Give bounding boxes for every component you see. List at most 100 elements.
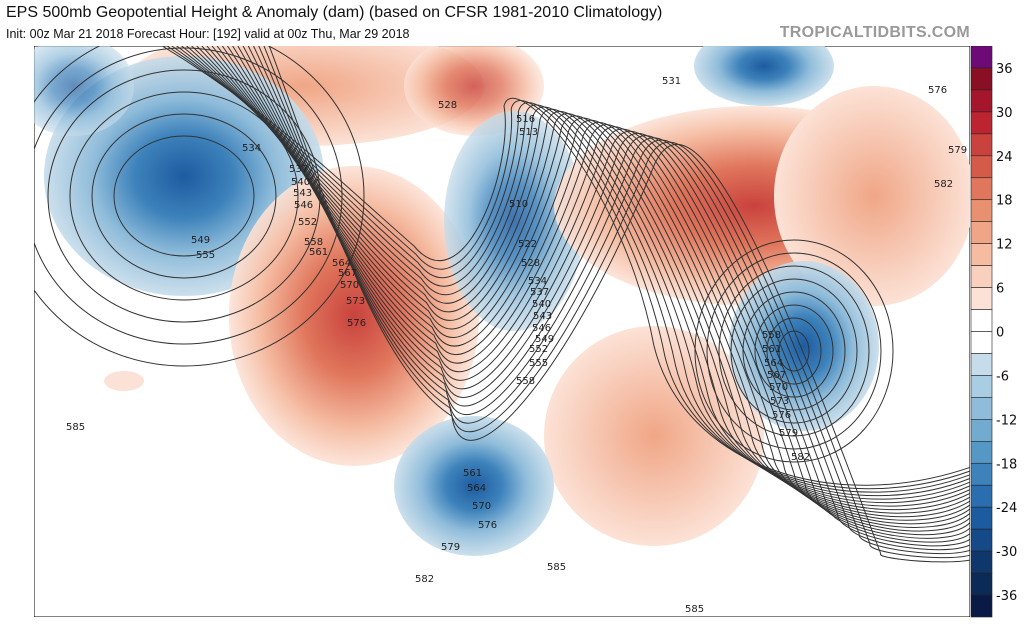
height-contour bbox=[766, 317, 822, 385]
contour-label: 534 bbox=[242, 143, 261, 154]
height-contour bbox=[268, 46, 970, 563]
colorbar-tick-label: -18 bbox=[996, 457, 1017, 472]
height-contour bbox=[237, 46, 970, 539]
contour-label: 585 bbox=[685, 604, 704, 615]
contour-label: 558 bbox=[304, 237, 323, 248]
height-contour bbox=[211, 46, 970, 521]
contour-label: 579 bbox=[779, 428, 798, 439]
height-contour bbox=[242, 46, 970, 543]
colorbar-tick-label: -24 bbox=[996, 501, 1017, 516]
contour-label: 558 bbox=[516, 376, 535, 387]
height-contour bbox=[258, 46, 970, 555]
contour-label: 537 bbox=[530, 287, 549, 298]
map-title: EPS 500mb Geopotential Height & Anomaly … bbox=[6, 4, 663, 21]
colorbar-tick-label: 30 bbox=[996, 106, 1013, 121]
contour-label: 579 bbox=[948, 145, 967, 156]
contour-label: 546 bbox=[294, 200, 313, 211]
contour-label: 564 bbox=[467, 483, 486, 494]
contour-label: 549 bbox=[191, 235, 210, 246]
height-contour bbox=[742, 291, 846, 411]
colorbar-swatch bbox=[970, 89, 993, 113]
colorbar-swatch bbox=[970, 265, 993, 288]
height-contour bbox=[216, 46, 970, 525]
anomaly-shading bbox=[34, 46, 970, 556]
colorbar-swatch bbox=[970, 155, 993, 179]
contour-label: 573 bbox=[346, 296, 365, 307]
contour-label: 585 bbox=[66, 422, 85, 433]
contour-label: 552 bbox=[529, 344, 548, 355]
height-contour bbox=[778, 330, 810, 372]
colorbar-swatch bbox=[970, 309, 993, 332]
contour-label: 567 bbox=[338, 268, 357, 279]
colorbar-swatch bbox=[970, 594, 993, 618]
brand-watermark: TROPICALTIDBITS.COM bbox=[779, 24, 970, 41]
height-contour bbox=[252, 46, 970, 551]
contour-label: 570 bbox=[472, 501, 491, 512]
colorbar-tick-label: 0 bbox=[996, 326, 1004, 341]
contour-label: 561 bbox=[463, 468, 482, 479]
colorbar-swatch bbox=[970, 484, 993, 508]
contour-label: 570 bbox=[340, 280, 359, 291]
colorbar-swatch bbox=[970, 67, 993, 91]
contour-labels: 5345375405435465525585615645675705735765… bbox=[66, 76, 967, 615]
contour-label: 516 bbox=[516, 114, 535, 125]
height-contour bbox=[91, 113, 277, 279]
colorbar-swatch bbox=[970, 353, 993, 376]
height-contour bbox=[232, 46, 970, 536]
colorbar-swatch bbox=[970, 199, 993, 222]
colorbar-tick-label: 36 bbox=[996, 62, 1013, 77]
contour-label: 582 bbox=[934, 179, 953, 190]
height-contour bbox=[113, 135, 255, 257]
colorbar-swatch bbox=[970, 528, 993, 552]
contour-label: 564 bbox=[332, 258, 351, 269]
contour-label: 582 bbox=[415, 574, 434, 585]
height-contour bbox=[47, 69, 321, 323]
colorbar-tick-label: -12 bbox=[996, 413, 1017, 428]
map-subtitle: Init: 00z Mar 21 2018 Forecast Hour: [19… bbox=[6, 27, 410, 41]
colorbar-swatch bbox=[970, 375, 993, 398]
colorbar-tick-label: 12 bbox=[996, 238, 1013, 253]
height-contour bbox=[247, 46, 970, 547]
height-contour bbox=[263, 46, 970, 559]
contour-label: 573 bbox=[770, 396, 789, 407]
colorbar-tick-label: -36 bbox=[996, 589, 1017, 604]
contour-label: 585 bbox=[547, 562, 566, 573]
colorbar-swatch bbox=[970, 572, 993, 596]
colorbar-swatch bbox=[970, 462, 993, 486]
colorbar-tick-label: -6 bbox=[996, 369, 1009, 384]
contour-label: 576 bbox=[347, 318, 366, 329]
contour-label: 582 bbox=[791, 452, 810, 463]
anomaly-colorbar: 36 30 24 18 12 6 0 -6 -12 -18 -24 -30 -36 bbox=[970, 46, 1017, 618]
height-contour bbox=[754, 304, 834, 398]
colorbar-swatch bbox=[970, 506, 993, 530]
colorbar-swatch bbox=[970, 550, 993, 574]
colorbar-swatch bbox=[970, 221, 993, 244]
contour-label: 561 bbox=[762, 344, 781, 355]
contour-label: 543 bbox=[533, 311, 552, 322]
contour-label: 567 bbox=[767, 370, 786, 381]
contour-label: 576 bbox=[478, 520, 497, 531]
colorbar-tick-label: -30 bbox=[996, 545, 1017, 560]
height-contour bbox=[706, 252, 882, 450]
contour-label: 537 bbox=[289, 164, 308, 175]
contour-label: 531 bbox=[662, 76, 681, 87]
contour-label: 540 bbox=[291, 177, 310, 188]
contour-label: 549 bbox=[535, 334, 554, 345]
height-contour bbox=[226, 46, 970, 532]
contour-label: 528 bbox=[521, 258, 540, 269]
contour-label: 513 bbox=[519, 127, 538, 138]
colorbar-swatch bbox=[970, 243, 993, 266]
height-contour bbox=[69, 91, 299, 301]
height-contour bbox=[185, 46, 970, 504]
contour-label: 558 bbox=[762, 330, 781, 341]
contour-label: 576 bbox=[928, 85, 947, 96]
contour-label: 570 bbox=[769, 382, 788, 393]
height-contour bbox=[730, 278, 858, 424]
height-contour bbox=[201, 46, 970, 514]
colorbar-swatch bbox=[970, 46, 993, 69]
colorbar-swatch bbox=[970, 287, 993, 310]
height-contour bbox=[34, 47, 343, 345]
contour-label: 555 bbox=[529, 358, 548, 369]
contour-label: 579 bbox=[441, 542, 460, 553]
colorbar-swatch bbox=[970, 419, 993, 442]
